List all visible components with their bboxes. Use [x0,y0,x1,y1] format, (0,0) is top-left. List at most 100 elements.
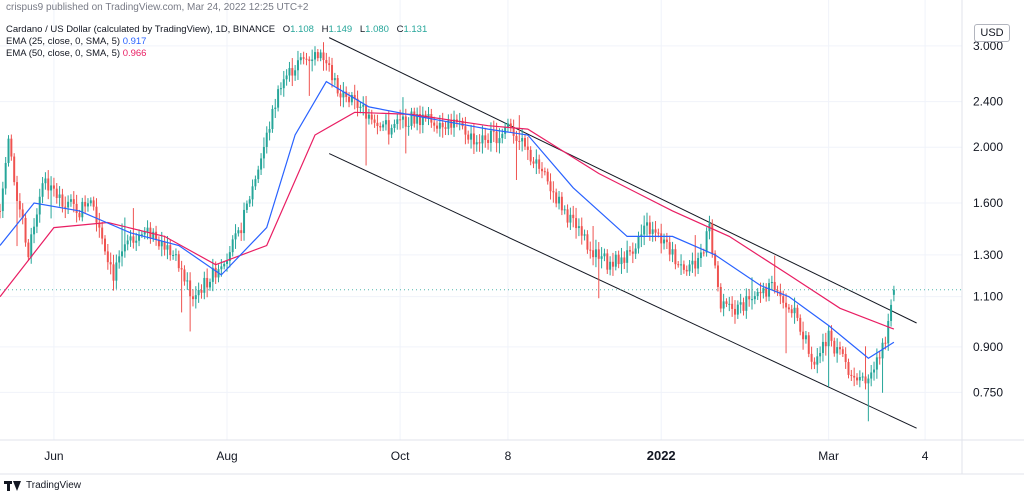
candle [163,235,166,256]
candle [688,260,691,276]
candle-body [186,280,189,282]
candle [583,229,586,241]
candle [830,325,833,347]
candle-body [728,303,731,305]
candle [833,337,836,357]
candle [50,176,53,219]
candle [365,95,368,166]
candle-body [86,203,89,207]
candle [827,325,830,387]
candle [484,127,487,148]
candle-body [98,222,101,228]
candle-body [126,240,129,245]
candle [313,46,316,66]
candle [472,124,475,154]
candle [379,122,382,132]
candle-body [853,375,856,378]
candle [1,181,4,218]
candle [887,313,890,351]
candle-body [563,209,566,211]
candle-body [504,127,507,134]
candle-body [67,201,70,208]
candle-body [614,254,617,267]
candle [541,162,544,179]
high-value: 1.149 [328,24,353,35]
candle-body [95,206,98,223]
candle-body [802,331,805,340]
candle-body [589,249,592,251]
candle-body [892,289,895,295]
candle-body [836,347,839,354]
candle-body [379,126,382,128]
candle-body [183,269,186,282]
candle-body [600,256,603,259]
candle-body [796,307,799,318]
candle-body [75,203,78,214]
candle [873,361,876,381]
candle-body [55,188,58,198]
candle-body [27,242,30,258]
candle [47,170,50,200]
candle-body [123,244,126,252]
candle [118,250,121,269]
candle-body [827,330,830,347]
candle-body [109,262,112,265]
candle-body [861,376,864,378]
candle-body [521,137,524,142]
candle [810,346,813,370]
candle-body [765,288,768,297]
candle-body [10,138,13,157]
candle [101,221,104,245]
ema25-value: 0.917 [122,36,147,47]
candle [322,42,325,71]
candle [308,56,311,96]
candle [316,49,319,62]
currency-button[interactable]: USD [974,24,1010,42]
candle-body [112,264,115,281]
candle [172,250,175,260]
candle [518,115,521,150]
candle [78,209,81,221]
candle [566,204,569,228]
candle-body [325,60,328,64]
candle-body [393,123,396,128]
candle [867,374,870,422]
candle-body [512,127,515,136]
candle [453,110,456,137]
candle-body [228,252,231,262]
candle-body [577,226,580,229]
ema25-line [0,80,895,359]
y-tick-label: 1.600 [973,196,1003,210]
legend-ema25-row: EMA (25, close, 0, SMA, 5) 0.917 [6,36,427,48]
candle [481,125,484,154]
candle [651,221,654,242]
candle-body [13,156,16,183]
candle [27,238,30,261]
candle-body [387,120,390,135]
candle-body [211,267,214,282]
candle-body [47,178,50,191]
candle-body [115,262,118,281]
candle-body [881,342,884,359]
candle [691,252,694,273]
candle-body [268,129,271,133]
candle-body [160,241,163,247]
candle [138,229,141,247]
candle-body [436,125,439,129]
candle-body [260,158,263,170]
candle [470,124,473,149]
candle-body [163,241,166,250]
candle [69,194,72,207]
candle [509,118,512,132]
candle [878,351,881,365]
candle-body [787,307,790,310]
candle-body [572,214,575,219]
candle [844,347,847,369]
candle-body [611,261,614,267]
candle-body [319,52,322,59]
candle [558,190,561,210]
candle [157,236,160,250]
channel-lower-line [328,153,917,429]
candle-body [660,233,663,244]
